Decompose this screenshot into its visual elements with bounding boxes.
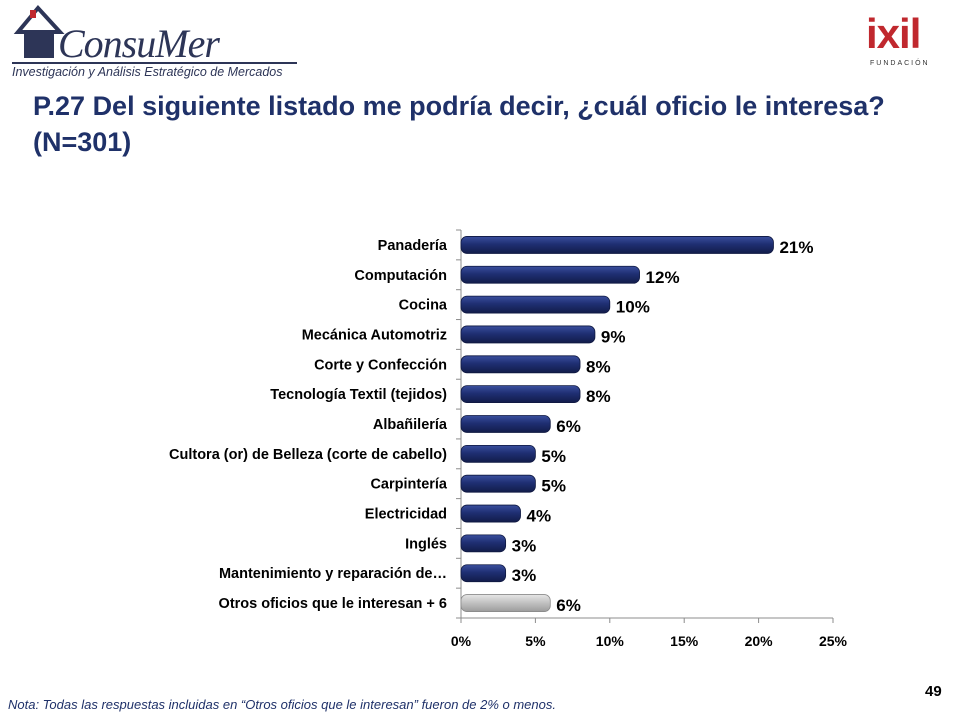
bar bbox=[460, 236, 774, 254]
x-tick-label: 15% bbox=[670, 633, 699, 649]
data-label: 4% bbox=[527, 507, 552, 526]
x-tick-label: 10% bbox=[596, 633, 625, 649]
data-label: 10% bbox=[616, 298, 650, 317]
x-tick-label: 20% bbox=[745, 633, 774, 649]
data-label: 5% bbox=[541, 477, 566, 496]
footnote: Nota: Todas las respuestas incluidas en … bbox=[8, 697, 556, 712]
consumer-brand: ConsuMer bbox=[58, 21, 220, 66]
bar bbox=[460, 504, 521, 523]
bar bbox=[460, 265, 640, 284]
bar bbox=[460, 295, 611, 314]
data-label: 9% bbox=[601, 327, 626, 346]
data-label: 21% bbox=[779, 238, 813, 257]
category-label: Cultora (or) de Belleza (corte de cabell… bbox=[169, 447, 447, 463]
category-label: Tecnología Textil (tejidos) bbox=[270, 387, 447, 403]
data-label: 8% bbox=[586, 387, 611, 406]
category-label: Albañilería bbox=[373, 417, 448, 433]
bar bbox=[460, 415, 551, 433]
bar bbox=[460, 385, 581, 404]
x-tick-label: 0% bbox=[451, 633, 472, 649]
category-label: Cocina bbox=[399, 298, 448, 314]
ixil-subtitle: FUNDACIÓN bbox=[870, 60, 930, 67]
category-label: Mecánica Automotriz bbox=[302, 327, 447, 343]
page-title: P.27 Del siguiente listado me podría dec… bbox=[33, 91, 885, 157]
consumer-tagline: Investigación y Análisis Estratégico de … bbox=[12, 62, 297, 79]
data-label: 12% bbox=[646, 268, 680, 287]
consumer-logo-icon bbox=[13, 4, 65, 58]
bar bbox=[460, 564, 507, 583]
bar bbox=[460, 444, 536, 463]
ixil-brand: ixil bbox=[866, 10, 921, 57]
consumer-logo: ConsuMer Investigación y Análisis Estrat… bbox=[8, 2, 298, 82]
data-label: 5% bbox=[541, 447, 566, 466]
bar bbox=[460, 594, 551, 612]
category-label: Inglés bbox=[405, 536, 447, 552]
ixil-logo: ixil FUNDACIÓN bbox=[860, 10, 940, 72]
bar bbox=[460, 325, 596, 344]
x-tick-label: 25% bbox=[819, 633, 848, 649]
data-label: 6% bbox=[556, 417, 581, 436]
x-tick-label: 5% bbox=[525, 633, 546, 649]
data-label: 6% bbox=[556, 596, 581, 615]
data-label: 8% bbox=[586, 357, 611, 376]
data-label: 3% bbox=[512, 566, 537, 585]
bar bbox=[460, 534, 507, 553]
category-label: Panadería bbox=[378, 238, 448, 254]
data-label: 3% bbox=[512, 536, 537, 555]
category-label: Otros oficios que le interesan + 6 bbox=[219, 596, 447, 612]
bar bbox=[460, 355, 581, 374]
category-label: Electricidad bbox=[365, 507, 447, 523]
category-label: Computación bbox=[354, 268, 447, 284]
category-label: Corte y Confección bbox=[314, 357, 447, 373]
page-number: 49 bbox=[925, 683, 942, 700]
category-label: Mantenimiento y reparación de… bbox=[219, 566, 447, 582]
bar bbox=[460, 474, 536, 493]
category-label: Carpintería bbox=[370, 477, 447, 493]
